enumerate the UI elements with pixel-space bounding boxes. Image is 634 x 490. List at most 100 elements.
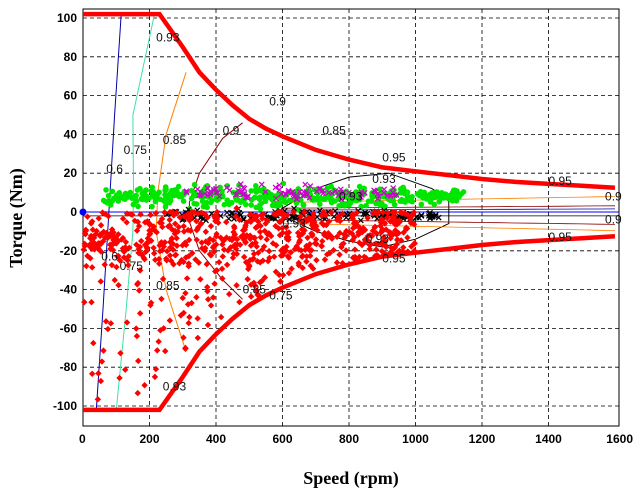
motoring-point: [139, 196, 145, 203]
contour-label: 0.93: [366, 232, 390, 246]
generating-point: [304, 234, 311, 242]
generating-point: [123, 219, 130, 226]
cross-point: [307, 183, 314, 190]
motoring-point: [358, 203, 364, 210]
generating-point: [223, 234, 230, 241]
cross-point: [183, 188, 190, 195]
generating-point: [152, 256, 159, 264]
contour-label: 0.95: [382, 151, 406, 165]
motoring-point: [149, 203, 155, 210]
motoring-point: [248, 188, 255, 194]
generating-point: [282, 247, 290, 254]
motoring-point: [116, 192, 122, 198]
contour-line: [95, 14, 122, 410]
motoring-point: [162, 204, 169, 210]
motoring-point: [399, 198, 405, 204]
generating-point: [204, 321, 212, 329]
y-tick-label: 20: [64, 166, 78, 180]
generating-point: [242, 238, 249, 246]
cross-point: [238, 189, 245, 195]
generating-point: [276, 232, 284, 239]
generating-point: [369, 232, 376, 239]
generating-point: [379, 227, 386, 235]
generating-point: [256, 259, 264, 266]
generating-point: [161, 209, 168, 216]
cross-point: [337, 189, 344, 196]
generating-point: [136, 243, 144, 251]
generating-point: [185, 260, 192, 267]
motoring-point: [156, 189, 162, 196]
contour-label: 0.95: [549, 174, 573, 188]
generating-point: [134, 281, 141, 288]
generating-point: [219, 275, 226, 282]
generating-point: [343, 227, 350, 235]
generating-point: [319, 237, 326, 245]
generating-point: [288, 265, 295, 272]
generating-point: [263, 236, 270, 243]
generating-point: [240, 253, 248, 261]
generating-point: [410, 221, 418, 228]
generating-point: [158, 239, 165, 246]
y-tick-label: 80: [64, 50, 78, 64]
generating-point: [105, 231, 113, 238]
generating-point: [95, 215, 102, 222]
generating-point: [100, 347, 107, 354]
motoring-point: [328, 196, 334, 202]
cross-point: [306, 194, 313, 201]
generating-point: [397, 209, 404, 216]
generating-point: [159, 223, 166, 231]
generating-point: [143, 244, 151, 252]
generating-point: [232, 213, 239, 220]
generating-point: [186, 217, 193, 224]
generating-point: [242, 222, 249, 229]
motoring-point: [286, 197, 293, 204]
motoring-point: [176, 191, 182, 198]
motoring-point: [188, 188, 195, 194]
generating-point: [269, 240, 277, 247]
cross-point: [232, 191, 239, 198]
generating-point: [333, 233, 341, 240]
motoring-point: [137, 185, 143, 192]
generating-point: [180, 213, 188, 220]
motoring-point: [105, 192, 112, 199]
generating-point: [204, 296, 212, 303]
generating-point: [169, 240, 177, 248]
generating-point: [264, 257, 272, 265]
generating-point: [323, 221, 330, 229]
motoring-point: [192, 191, 198, 198]
motoring-point: [242, 201, 249, 208]
generating-point: [313, 256, 320, 264]
motoring-point: [167, 190, 174, 197]
generating-point: [180, 223, 187, 230]
motoring-point: [175, 183, 182, 190]
motoring-point: [107, 202, 114, 208]
generating-point: [342, 232, 349, 240]
generating-point: [179, 294, 186, 302]
motoring-point: [351, 195, 357, 201]
generating-point: [88, 245, 96, 253]
x-tick-label: 0: [79, 432, 86, 446]
contour-label: 0.75: [120, 259, 144, 273]
generating-point: [135, 246, 142, 253]
generating-point: [158, 295, 165, 303]
generating-point: [259, 246, 266, 253]
generating-point: [145, 220, 153, 228]
cross-point: [183, 189, 190, 196]
generating-point: [359, 229, 366, 236]
generating-point: [176, 260, 183, 267]
y-tick-label: 40: [64, 127, 78, 141]
generating-point: [165, 223, 172, 230]
motoring-point: [416, 192, 423, 199]
cross-point: [416, 214, 422, 221]
cross-point: [429, 214, 436, 220]
generating-point: [377, 222, 384, 230]
generating-point: [146, 230, 154, 237]
cross-point: [282, 191, 289, 198]
x-tick-label: 1600: [606, 432, 633, 446]
generating-point: [97, 278, 104, 285]
generating-point: [141, 382, 148, 389]
motoring-point: [143, 197, 150, 203]
generating-point: [151, 373, 159, 381]
generating-point: [115, 231, 122, 238]
contour-label: 0.93: [372, 172, 396, 186]
